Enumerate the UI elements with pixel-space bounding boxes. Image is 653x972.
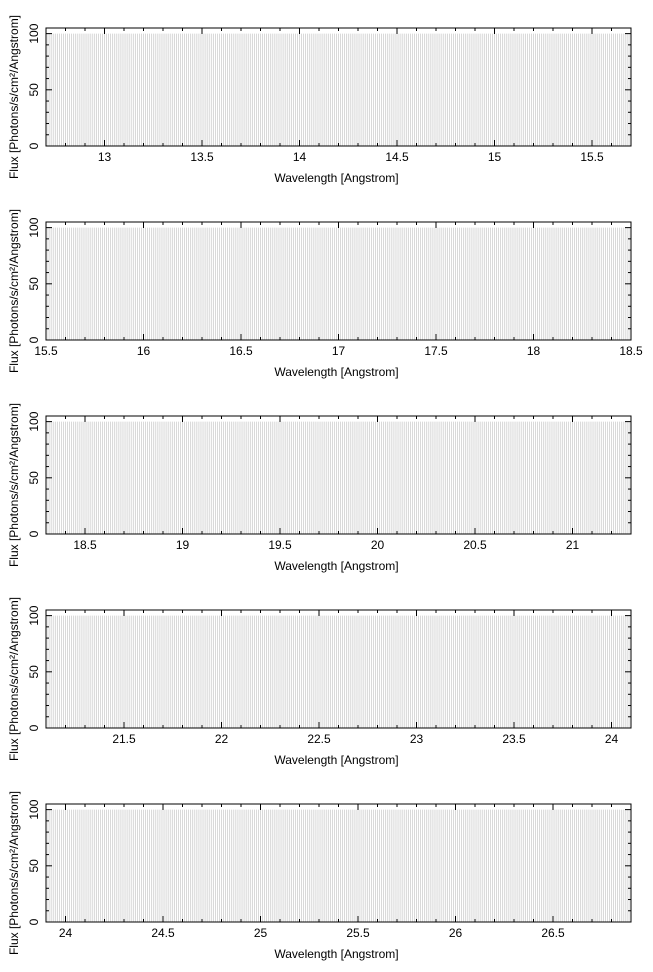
x-tick-label: 21.5 (112, 732, 136, 746)
x-tick-label: 22.5 (307, 732, 331, 746)
x-tick-label: 14 (293, 150, 307, 164)
x-tick-label: 22 (215, 732, 229, 746)
spectrum-panel-5: 24 24.5 25 25.5 26 26.5 0 50 100 Wavelength [Angs… (7, 791, 632, 961)
y-tick-label: 50 (27, 277, 41, 291)
x-tick-label: 20 (371, 538, 385, 552)
spectral-lines (47, 421, 630, 534)
x-tick-label: 26.5 (541, 926, 565, 940)
spectrum-panel-2: 15.5 16 16.5 17 17.5 18 18.5 0 50 100 Wavelength [… (7, 209, 643, 379)
x-tick-label: 24 (59, 926, 73, 940)
x-tick-label: 17 (332, 344, 346, 358)
y-tick-label: 0 (27, 142, 41, 149)
x-axis-label: Wavelength [Angstrom] (274, 947, 398, 961)
x-tick-label: 24.5 (151, 926, 175, 940)
x-tick-label: 24 (605, 732, 619, 746)
spectrum-panel-4: 21.5 22 22.5 23 23.5 24 0 50 100 Wavelength [Angs… (7, 597, 632, 767)
y-tick-label: 0 (27, 918, 41, 925)
x-tick-label: 15 (488, 150, 502, 164)
x-tick-label: 15.5 (34, 344, 58, 358)
x-tick-label: 18 (527, 344, 541, 358)
x-tick-label: 14.5 (385, 150, 409, 164)
y-tick-label: 100 (27, 605, 41, 625)
x-tick-label: 15.5 (580, 150, 604, 164)
spectral-lines (47, 809, 630, 922)
x-tick-label: 13.5 (190, 150, 214, 164)
x-axis-label: Wavelength [Angstrom] (274, 753, 398, 767)
x-tick-label: 19.5 (268, 538, 292, 552)
y-tick-label: 100 (27, 411, 41, 431)
y-tick-label: 50 (27, 859, 41, 873)
x-tick-label: 21 (566, 538, 580, 552)
y-tick-label: 50 (27, 665, 41, 679)
x-tick-label: 13 (98, 150, 112, 164)
x-tick-label: 23 (410, 732, 424, 746)
x-tick-label: 20.5 (463, 538, 487, 552)
x-tick-label: 19 (176, 538, 190, 552)
x-tick-label: 17.5 (424, 344, 448, 358)
y-tick-label: 100 (27, 217, 41, 237)
x-tick-label: 18.5 (73, 538, 97, 552)
y-tick-label: 50 (27, 471, 41, 485)
x-axis-label: Wavelength [Angstrom] (274, 365, 398, 379)
y-tick-label: 0 (27, 336, 41, 343)
spectral-lines (47, 33, 630, 146)
x-axis-label: Wavelength [Angstrom] (274, 559, 398, 573)
spectral-lines (47, 615, 630, 728)
x-tick-label: 25 (254, 926, 268, 940)
y-axis-label: Flux [Photons/s/cm²/Angstrom] (7, 209, 21, 373)
y-axis-label: Flux [Photons/s/cm²/Angstrom] (7, 791, 21, 955)
y-tick-label: 0 (27, 530, 41, 537)
y-axis-label: Flux [Photons/s/cm²/Angstrom] (7, 15, 21, 179)
spectrum-panel-1: 13 13.5 14 14.5 15 15.5 0 50 100 Wavelength [Angs… (7, 15, 632, 185)
x-tick-label: 18.5 (619, 344, 643, 358)
y-tick-label: 100 (27, 799, 41, 819)
y-tick-label: 0 (27, 724, 41, 731)
y-tick-label: 100 (27, 23, 41, 43)
y-axis-label: Flux [Photons/s/cm²/Angstrom] (7, 403, 21, 567)
x-tick-label: 16.5 (229, 344, 253, 358)
x-tick-label: 26 (449, 926, 463, 940)
x-tick-label: 25.5 (346, 926, 370, 940)
x-tick-label: 16 (137, 344, 151, 358)
y-axis-label: Flux [Photons/s/cm²/Angstrom] (7, 597, 21, 761)
x-axis-label: Wavelength [Angstrom] (274, 171, 398, 185)
spectral-lines (47, 227, 630, 340)
y-tick-label: 50 (27, 83, 41, 97)
x-tick-label: 23.5 (502, 732, 526, 746)
spectrum-panel-3: 18.5 19 19.5 20 20.5 21 0 50 100 Wavelength [Angs… (7, 403, 632, 573)
